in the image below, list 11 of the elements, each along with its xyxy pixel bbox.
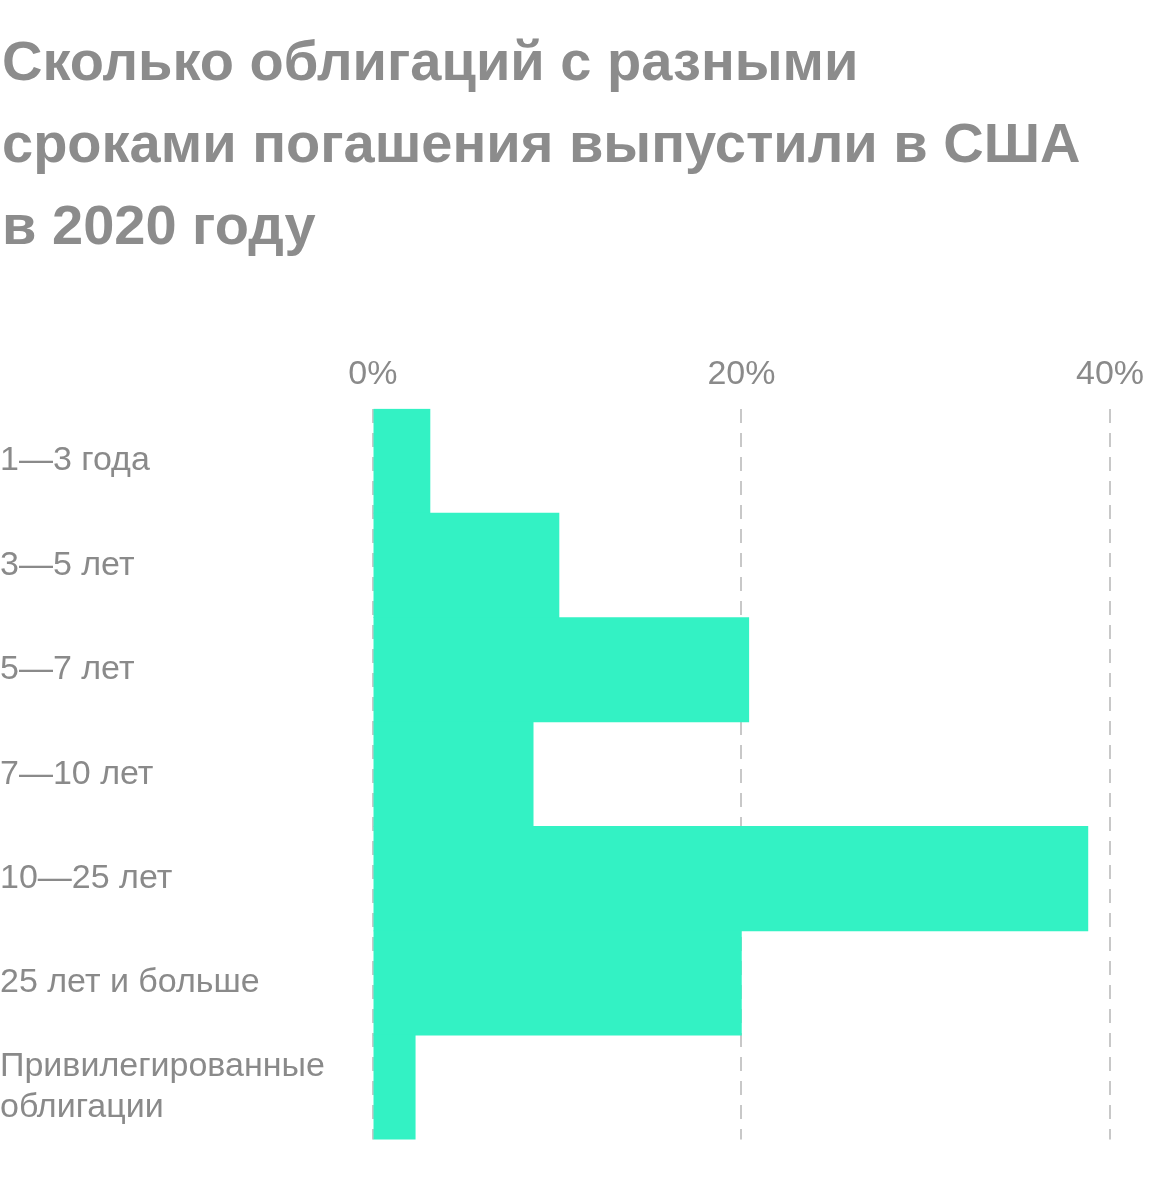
x-tick-label: 0%	[348, 352, 398, 391]
y-tick-label: 7—10 лет	[0, 752, 154, 791]
y-tick-label: 3—5 лет	[0, 543, 135, 582]
y-tick-label: Привилегированные облигации	[0, 1045, 325, 1125]
y-tick-label: 5—7 лет	[0, 648, 135, 687]
x-tick-label: 20%	[707, 352, 776, 391]
y-tick-label: 25 лет и больше	[0, 961, 260, 1000]
chart-title: Сколько облигаций с разными сроками погашения выпустили в США в 2020 году	[2, 28, 1082, 258]
y-tick-label: 10—25 лет	[0, 856, 173, 895]
y-tick-label: 1—3 года	[0, 439, 150, 478]
x-tick-label: 40%	[1075, 352, 1145, 391]
